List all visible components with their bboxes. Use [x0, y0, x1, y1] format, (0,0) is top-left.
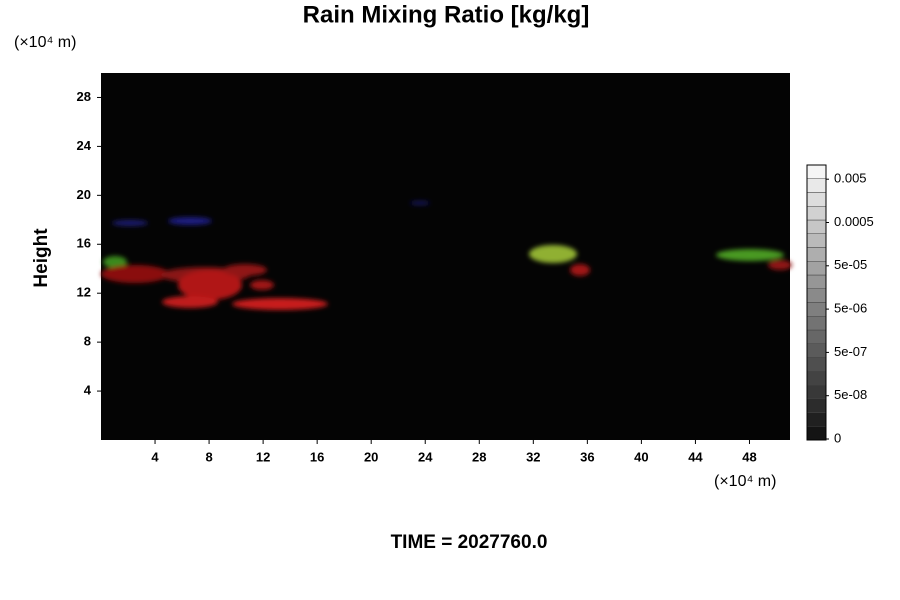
colorbar-label: 5e-06 [834, 301, 867, 316]
x-tick-label: 20 [364, 449, 378, 464]
x-tick-label: 12 [256, 449, 270, 464]
y-tick-label: 28 [77, 89, 91, 104]
colorbar-band [806, 329, 827, 344]
x-tick-label: 48 [742, 449, 756, 464]
y-tick-label: 16 [77, 236, 91, 251]
x-tick-label: 44 [688, 449, 703, 464]
field [101, 201, 792, 310]
y-unit: (×10⁴ m) [14, 34, 76, 51]
colorbar-band [806, 164, 827, 179]
colorbar-band [806, 302, 827, 317]
y-tick-label: 24 [77, 138, 92, 153]
colorbar-band [806, 261, 827, 276]
colorbar-band [806, 178, 827, 193]
colorbar-band [806, 426, 827, 441]
x-tick-label: 24 [418, 449, 433, 464]
y-tick-label: 12 [77, 285, 91, 300]
x-tick-label: 40 [634, 449, 648, 464]
x-tick-label: 32 [526, 449, 540, 464]
x-unit: (×10⁴ m) [714, 473, 776, 490]
colorbar-label: 0 [834, 430, 841, 445]
colorbar-label: 5e-05 [834, 257, 867, 272]
colorbar-band [806, 384, 827, 399]
colorbar-band [806, 412, 827, 427]
chart-title: Rain Mixing Ratio [kg/kg] [303, 1, 590, 28]
colorbar-label: 0.0005 [834, 214, 874, 229]
y-tick-label: 8 [84, 334, 91, 349]
plot-area [101, 73, 790, 440]
colorbar-band [806, 398, 827, 413]
x-tick-label: 28 [472, 449, 486, 464]
x-tick-label: 36 [580, 449, 594, 464]
colorbar-band [806, 192, 827, 207]
colorbar-label: 5e-08 [834, 387, 867, 402]
colorbar-frame [806, 164, 827, 441]
colorbar-band [806, 288, 827, 303]
y-axis-label: Height [31, 228, 52, 288]
colorbar-band [806, 233, 827, 248]
colorbar-band [806, 219, 827, 234]
x-tick-label: 8 [205, 449, 212, 464]
y-tick-label: 4 [84, 383, 92, 398]
x-tick-label: 4 [151, 449, 159, 464]
footer: TIME = 2027760.0 [391, 532, 548, 553]
x-tick-label: 16 [310, 449, 324, 464]
colorbar-band [806, 343, 827, 358]
colorbar-band [806, 357, 827, 372]
colorbar-band [806, 247, 827, 262]
colorbar-band [806, 274, 827, 289]
colorbar-label: 5e-07 [834, 344, 867, 359]
colorbar-band [806, 316, 827, 331]
colorbar-label: 0.005 [834, 171, 867, 186]
y-tick-label: 20 [77, 187, 91, 202]
colorbar-band [806, 206, 827, 221]
colorbar-band [806, 371, 827, 386]
